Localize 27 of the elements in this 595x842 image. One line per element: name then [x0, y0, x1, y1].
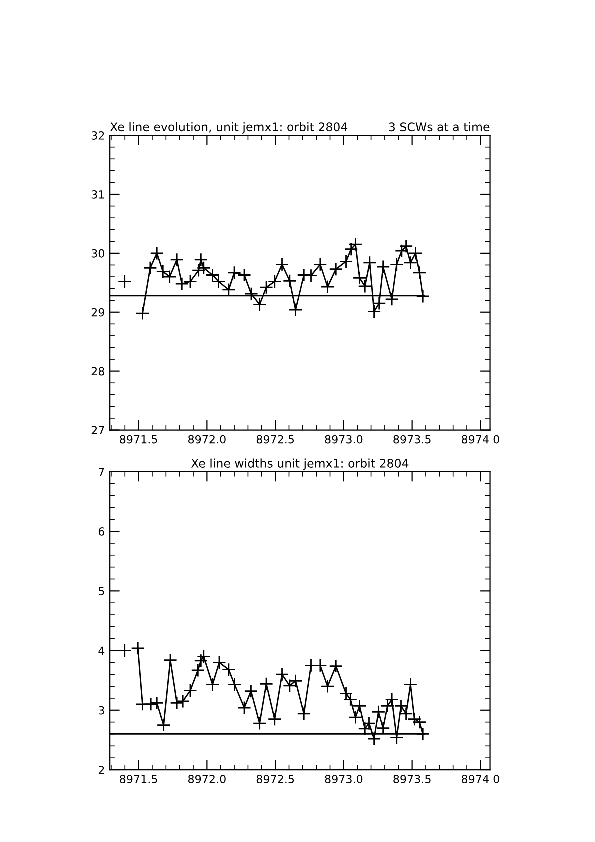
- x-tick-label: 8972.5: [256, 775, 294, 784]
- chart-subtitle: 3 SCWs at a time: [389, 122, 490, 132]
- y-tick-label: 4: [98, 646, 105, 656]
- y-tick-label: 32: [92, 132, 104, 140]
- x-tick-label: 8973.5: [394, 435, 431, 444]
- y-tick-label: 6: [98, 528, 105, 536]
- x-tick-label: 8973.5: [394, 775, 431, 784]
- y-tick-label: 2: [98, 766, 104, 774]
- chart-title: Xe line widths unit jemx1: orbit 2804: [191, 458, 409, 470]
- x-tick-label: 8973.0: [325, 435, 363, 444]
- x-tick-label: 8972.0: [188, 435, 226, 444]
- y-tick-label: 28: [92, 367, 104, 376]
- x-tick-label: 8974 0: [462, 435, 500, 444]
- y-tick-label: 7: [99, 468, 104, 476]
- y-tick-label: 30: [92, 249, 104, 258]
- chart-title: Xe line evolution, unit jemx1: orbit 2804: [110, 122, 348, 134]
- y-tick-label: 3: [98, 706, 104, 715]
- y-tick-label: 27: [92, 426, 104, 434]
- x-tick-label: 8972.0: [188, 775, 226, 784]
- y-tick-label: 5: [99, 587, 104, 596]
- x-tick-label: 8973.0: [325, 775, 363, 784]
- x-tick-label: 8974 0: [462, 775, 500, 784]
- x-tick-label: 8972.5: [256, 435, 294, 444]
- x-tick-label: 8971.5: [120, 435, 158, 444]
- y-tick-label: 31: [92, 190, 104, 199]
- y-tick-label: 29: [92, 308, 104, 317]
- x-tick-label: 8971.5: [120, 775, 158, 784]
